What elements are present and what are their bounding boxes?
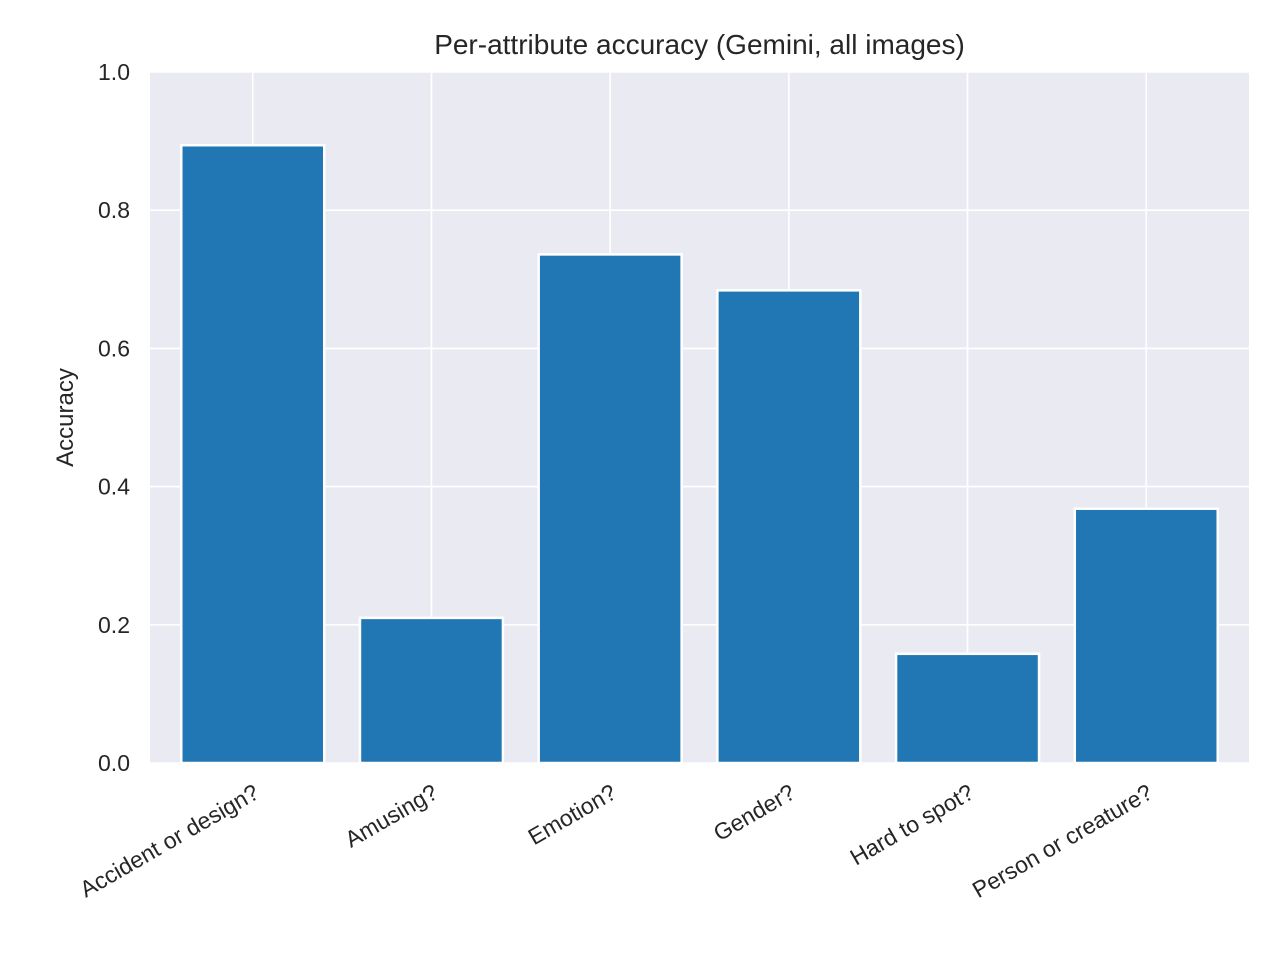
bar — [894, 652, 1041, 765]
x-tick-label: Amusing? — [340, 779, 442, 853]
bar — [537, 253, 683, 765]
bar — [716, 289, 862, 765]
x-tick-label: Hard to spot? — [845, 779, 978, 871]
x-tick-label: Person or creature? — [968, 779, 1157, 903]
bar — [358, 616, 505, 765]
bar — [180, 143, 326, 765]
y-axis-label: Accuracy — [52, 368, 79, 467]
bar — [1073, 507, 1219, 765]
y-axis-ticks: 0.0 0.2 0.4 0.6 0.8 1.0 — [98, 59, 130, 776]
x-tick-label: Emotion? — [523, 779, 620, 850]
y-tick-label: 0.6 — [98, 335, 130, 361]
y-tick-label: 0.0 — [98, 750, 130, 776]
plot-area — [150, 72, 1249, 763]
y-tick-label: 0.4 — [98, 474, 130, 500]
chart-title: Per-attribute accuracy (Gemini, all imag… — [434, 29, 965, 60]
x-tick-label: Gender? — [709, 779, 800, 846]
y-tick-label: 0.8 — [98, 197, 130, 223]
x-tick-label: Accident or design? — [75, 779, 263, 903]
y-tick-label: 1.0 — [98, 59, 130, 85]
x-axis-ticks: Accident or design? Amusing? Emotion? Gende… — [75, 779, 1156, 903]
y-tick-label: 0.2 — [98, 612, 130, 638]
bars — [180, 143, 1219, 765]
